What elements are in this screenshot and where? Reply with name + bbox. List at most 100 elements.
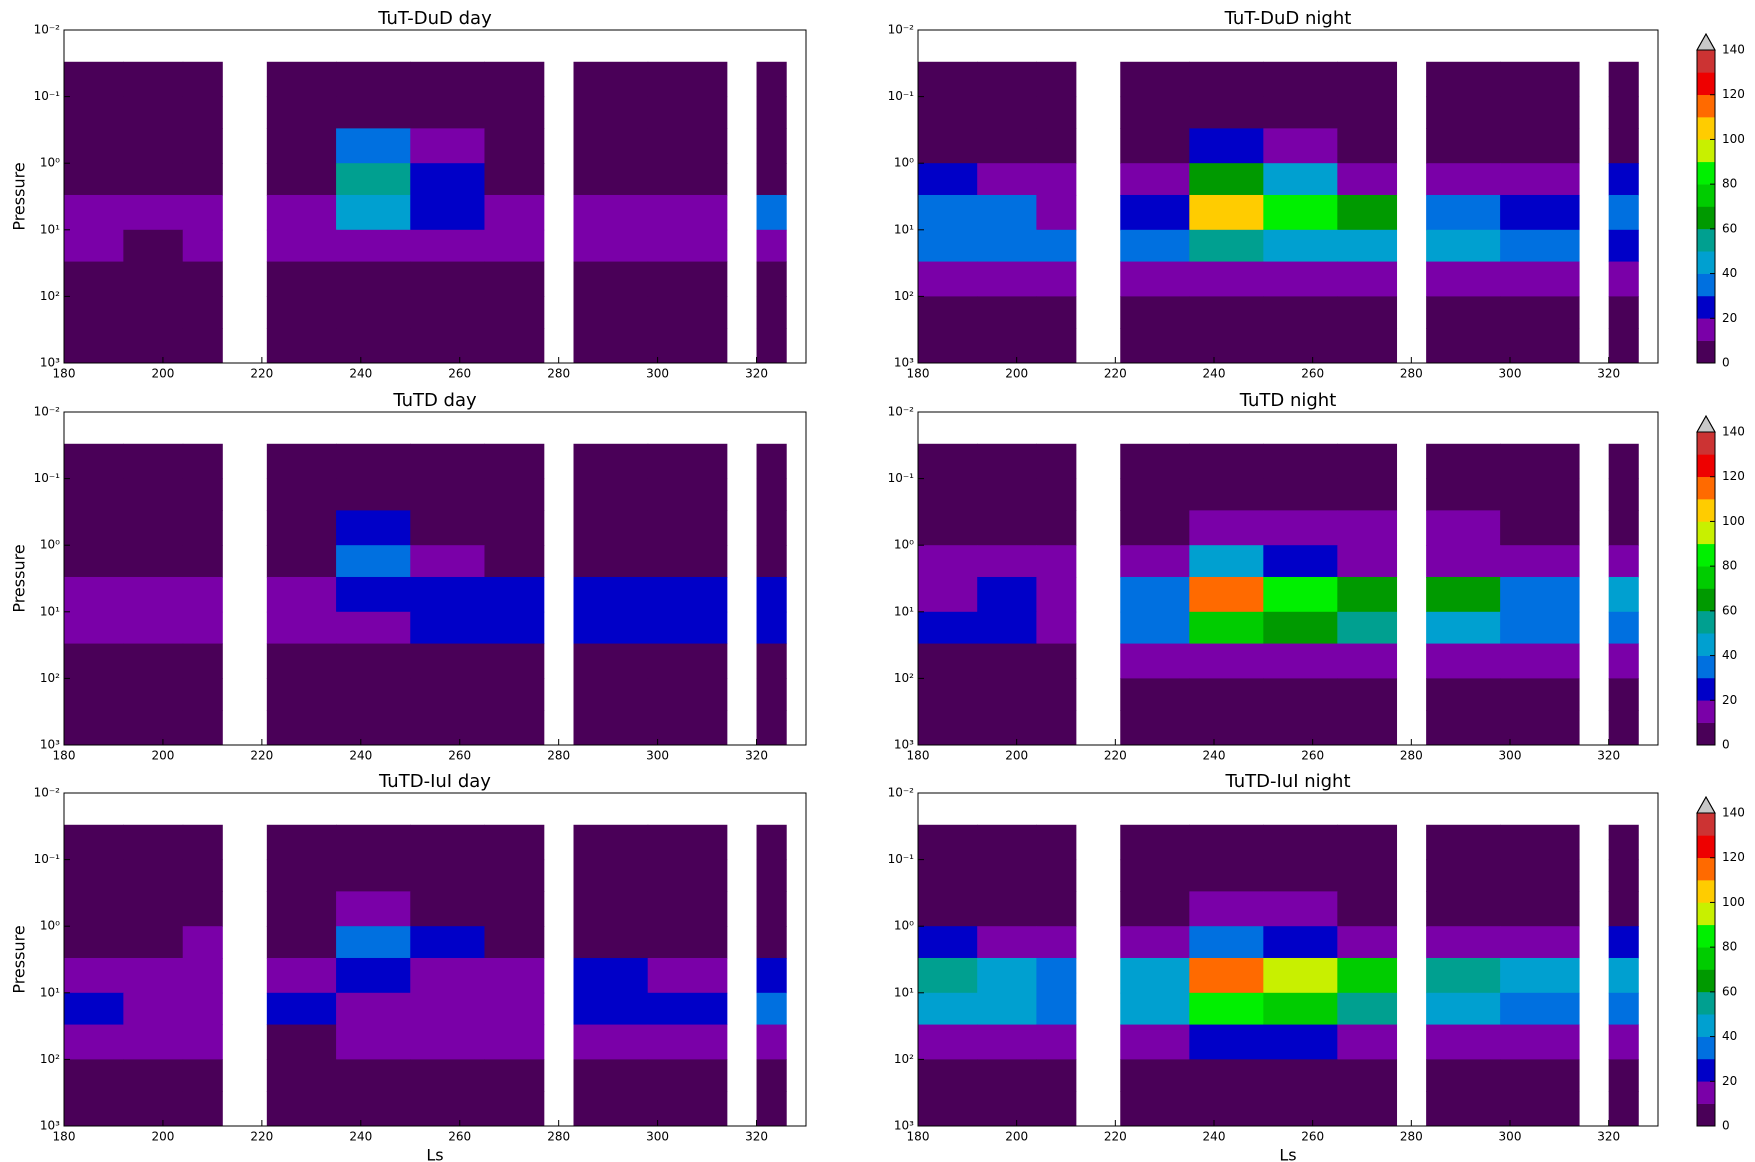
contour-cell: [182, 128, 223, 164]
contour-cell: [1120, 545, 1190, 578]
contour-cell: [1337, 678, 1398, 711]
contour-cell: [64, 194, 124, 231]
contour-cell: [647, 61, 728, 98]
colorbar-tick-label: 0: [1722, 1119, 1730, 1133]
colorbar-segment: [1697, 161, 1715, 185]
contour-cell: [64, 992, 124, 1026]
x-tick-label: 220: [1104, 749, 1127, 763]
x-tick-label: 200: [151, 367, 174, 381]
colorbar-segment: [1697, 295, 1715, 319]
x-tick-label: 240: [349, 749, 372, 763]
contour-cell: [1189, 510, 1264, 546]
contour-cell: [123, 992, 184, 1026]
contour-cell: [977, 678, 1037, 711]
contour-cell: [336, 163, 411, 196]
colorbar-segment: [1697, 677, 1715, 701]
contour-cell: [266, 128, 337, 164]
x-tick-label: 300: [646, 367, 669, 381]
contour-cell: [410, 510, 485, 546]
colorbar-tick-label: 60: [1722, 221, 1737, 235]
colorbar-segment: [1697, 184, 1715, 207]
colorbar-extend: [1696, 795, 1716, 814]
colorbar-segment: [1697, 340, 1715, 364]
contour-cell: [123, 443, 184, 480]
contour-cell: [1500, 194, 1580, 231]
contour-cell: [1337, 510, 1398, 546]
contour-cell: [64, 859, 124, 892]
colorbar-segment: [1697, 991, 1715, 1015]
contour-cell: [182, 261, 223, 297]
contour-cell: [1120, 824, 1190, 861]
contour-cell: [918, 545, 978, 578]
contour-cell: [64, 824, 124, 861]
contour-cell: [977, 859, 1037, 892]
contour-cell: [573, 859, 649, 892]
contour-cell: [266, 478, 337, 511]
x-tick-label: 220: [1104, 1130, 1127, 1144]
contour-cell: [977, 328, 1037, 364]
contour-cell: [1608, 1024, 1639, 1060]
contour-cell: [573, 478, 649, 511]
contour-cell: [1608, 229, 1639, 263]
y-tick-label: 10²: [40, 671, 60, 685]
contour-cell: [977, 128, 1037, 164]
contour-cell: [1036, 96, 1077, 129]
contour-cell: [918, 611, 978, 645]
contour-cell: [123, 128, 184, 164]
contour-cell: [977, 957, 1037, 994]
contour-cell: [1337, 710, 1398, 746]
contour-cell: [266, 611, 337, 645]
contour-cell: [64, 261, 124, 297]
contour-cell: [266, 510, 337, 546]
contour-cell: [1120, 296, 1190, 329]
contour-cell: [336, 926, 411, 959]
colorbar-tick-label: 100: [1722, 514, 1745, 528]
contour-cell: [1500, 96, 1580, 129]
contour-cell: [918, 194, 978, 231]
contour-cell: [1263, 611, 1338, 645]
contour-cell: [1036, 194, 1077, 231]
contour-cell: [266, 710, 337, 746]
contour-cell: [1426, 296, 1501, 329]
x-tick-label: 320: [1597, 1130, 1620, 1144]
contour-cell: [484, 678, 545, 711]
contour-cell: [1189, 576, 1264, 613]
contour-cell: [977, 443, 1037, 480]
contour-cell: [1263, 643, 1338, 679]
contour-cell: [1263, 1059, 1338, 1092]
contour-cell: [1036, 926, 1077, 959]
contour-cell: [123, 510, 184, 546]
contour-cell: [64, 957, 124, 994]
contour-cell: [1500, 611, 1580, 645]
contour-cell: [1189, 678, 1264, 711]
contour-cell: [1608, 163, 1639, 196]
contour-cell: [756, 261, 787, 297]
contour-cell: [266, 96, 337, 129]
contour-cell: [1189, 229, 1264, 263]
contour-cell: [918, 229, 978, 263]
contour-cell: [182, 824, 223, 861]
colorbar-tick-label: 120: [1722, 469, 1745, 483]
contour-cell: [1608, 710, 1639, 746]
contour-cell: [64, 229, 124, 263]
contour-cell: [918, 510, 978, 546]
contour-cell: [123, 194, 184, 231]
contour-cell: [1500, 443, 1580, 480]
contour-cell: [410, 1024, 485, 1060]
contour-cell: [1337, 891, 1398, 927]
contour-cell: [1263, 926, 1338, 959]
colorbar-segment: [1697, 1103, 1715, 1127]
contour-cell: [647, 194, 728, 231]
contour-cell: [1337, 296, 1398, 329]
contour-cell: [647, 678, 728, 711]
contour-cell: [1036, 710, 1077, 746]
contour-cell: [410, 1091, 485, 1127]
contour-cell: [977, 261, 1037, 297]
contour-cell: [1608, 678, 1639, 711]
x-tick-label: 240: [1203, 367, 1226, 381]
contour-cell: [1426, 992, 1501, 1026]
colorbar-segment: [1697, 857, 1715, 881]
contour-cell: [1120, 1059, 1190, 1092]
colorbar-segment: [1697, 1014, 1715, 1037]
contour-cell: [918, 859, 978, 892]
